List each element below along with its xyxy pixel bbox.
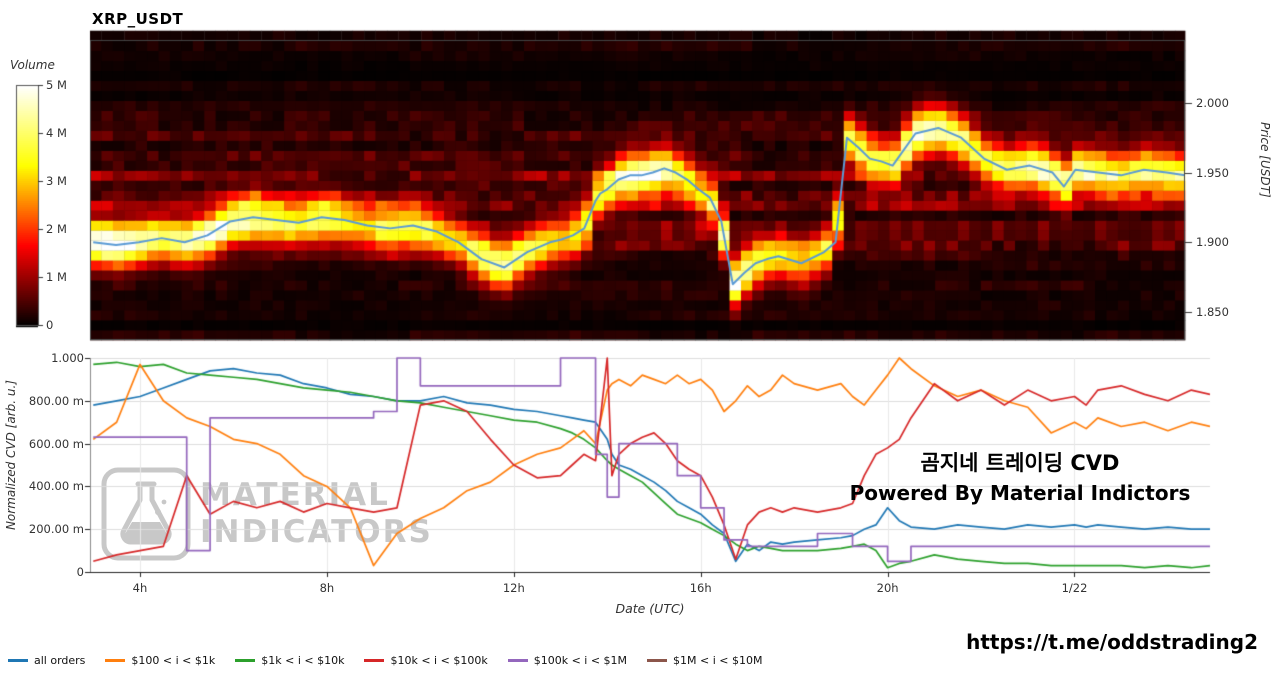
volume-tick-1: 1 M bbox=[46, 270, 67, 284]
chart-title: XRP_USDT bbox=[92, 10, 184, 28]
cvd-tick-600.00m: 600.00 m bbox=[28, 436, 84, 451]
x-tick-8h: 8h bbox=[319, 581, 335, 595]
x-tick-4h: 4h bbox=[132, 581, 148, 595]
volume-tick-4: 4 M bbox=[46, 126, 67, 140]
telegram-url-text: https://t.me/oddstrading2 bbox=[966, 630, 1258, 654]
price-axis-label: Price [USDT] bbox=[1258, 122, 1272, 198]
volume-tick-2: 2 M bbox=[46, 222, 67, 236]
cvd-tick-800.00m: 800.00 m bbox=[28, 393, 84, 408]
volume-colorbar-label: Volume bbox=[10, 58, 55, 72]
legend-item-2: $1k < i < $10k bbox=[235, 654, 344, 667]
cvd-tick-0: 0 bbox=[76, 565, 84, 579]
legend-label-2: $1k < i < $10k bbox=[261, 654, 345, 667]
price-tick-2.000: 2.000 bbox=[1196, 95, 1229, 110]
price-tick-1.950: 1.950 bbox=[1196, 165, 1229, 180]
legend-swatch-1 bbox=[105, 659, 126, 662]
price-tick-1.850: 1.850 bbox=[1196, 305, 1229, 320]
legend-swatch-3 bbox=[364, 659, 385, 662]
legend-swatch-2 bbox=[235, 659, 256, 662]
legend-item-3: $10k < i < $100k bbox=[364, 654, 488, 667]
legend-label-5: $1M < i < $10M bbox=[673, 654, 763, 667]
legend-label-4: $100k < i < $1M bbox=[533, 654, 628, 667]
volume-tick-0: 0 bbox=[46, 318, 54, 332]
cvd-tick-200.00m: 200.00 m bbox=[28, 522, 84, 537]
price-tick-1.900: 1.900 bbox=[1196, 235, 1229, 250]
legend-item-4: $100k < i < $1M bbox=[507, 654, 628, 667]
legend-label-1: $100 < i < $1k bbox=[131, 654, 216, 667]
legend-label-3: $10k < i < $100k bbox=[390, 654, 488, 667]
legend-swatch-0 bbox=[8, 659, 28, 662]
legend-item-5: $1M < i < $10M bbox=[647, 654, 762, 667]
overlay-korean-text: 곰지네 트레이딩 CVD bbox=[920, 451, 1120, 475]
legend: all orders $100 < i < $1k $1k < i < $10k $1… bbox=[8, 654, 762, 667]
legend-item-0: all orders bbox=[8, 654, 85, 667]
volume-tick-3: 3 M bbox=[46, 174, 67, 188]
legend-item-1: $100 < i < $1k bbox=[105, 654, 215, 667]
legend-label-0: all orders bbox=[34, 654, 86, 667]
overlay-powered-text: Powered By Material Indictors bbox=[849, 481, 1191, 505]
cvd-tick-1.000: 1.000 bbox=[51, 351, 84, 365]
x-tick-20h: 20h bbox=[876, 581, 899, 595]
volume-tick-5: 5 M bbox=[46, 78, 67, 92]
cvd-tick-400.00m: 400.00 m bbox=[28, 479, 84, 494]
legend-swatch-4 bbox=[507, 659, 528, 662]
x-axis-label: Date (UTC) bbox=[615, 601, 685, 616]
x-tick-16h: 16h bbox=[689, 581, 712, 595]
legend-swatch-5 bbox=[647, 659, 668, 662]
x-tick-12h: 12h bbox=[502, 581, 525, 595]
x-tick-1-22: 1/22 bbox=[1061, 581, 1088, 595]
